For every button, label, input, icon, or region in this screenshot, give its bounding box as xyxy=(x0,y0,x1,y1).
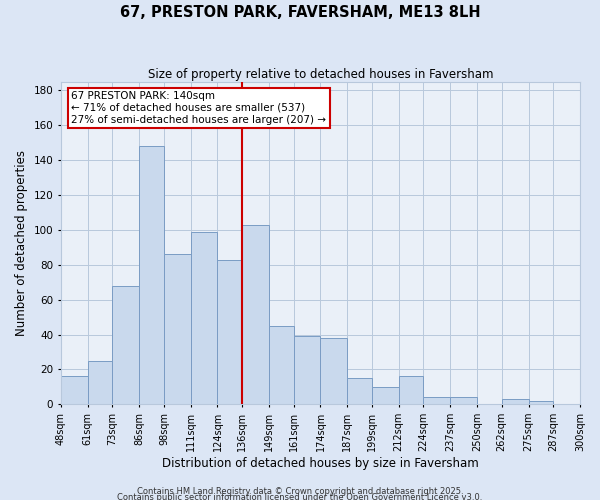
Y-axis label: Number of detached properties: Number of detached properties xyxy=(15,150,28,336)
Bar xyxy=(88,360,112,405)
Bar xyxy=(217,260,242,404)
Bar xyxy=(399,376,424,404)
Bar xyxy=(164,254,191,404)
Text: 67, PRESTON PARK, FAVERSHAM, ME13 8LH: 67, PRESTON PARK, FAVERSHAM, ME13 8LH xyxy=(119,5,481,20)
Text: 67 PRESTON PARK: 140sqm
← 71% of detached houses are smaller (537)
27% of semi-d: 67 PRESTON PARK: 140sqm ← 71% of detache… xyxy=(71,92,326,124)
Bar xyxy=(424,398,450,404)
Bar xyxy=(242,224,269,404)
Bar xyxy=(372,387,399,404)
Bar xyxy=(450,398,477,404)
Title: Size of property relative to detached houses in Faversham: Size of property relative to detached ho… xyxy=(148,68,493,80)
Text: Contains HM Land Registry data © Crown copyright and database right 2025.: Contains HM Land Registry data © Crown c… xyxy=(137,486,463,496)
Bar xyxy=(347,378,372,404)
X-axis label: Distribution of detached houses by size in Faversham: Distribution of detached houses by size … xyxy=(162,457,479,470)
Bar xyxy=(269,326,293,404)
Bar xyxy=(191,232,217,404)
Bar xyxy=(112,286,139,405)
Bar xyxy=(580,402,600,404)
Bar xyxy=(139,146,164,405)
Bar xyxy=(61,376,88,404)
Bar xyxy=(293,336,320,404)
Bar xyxy=(320,338,347,404)
Text: Contains public sector information licensed under the Open Government Licence v3: Contains public sector information licen… xyxy=(118,492,482,500)
Bar xyxy=(529,401,553,404)
Bar xyxy=(502,399,529,404)
